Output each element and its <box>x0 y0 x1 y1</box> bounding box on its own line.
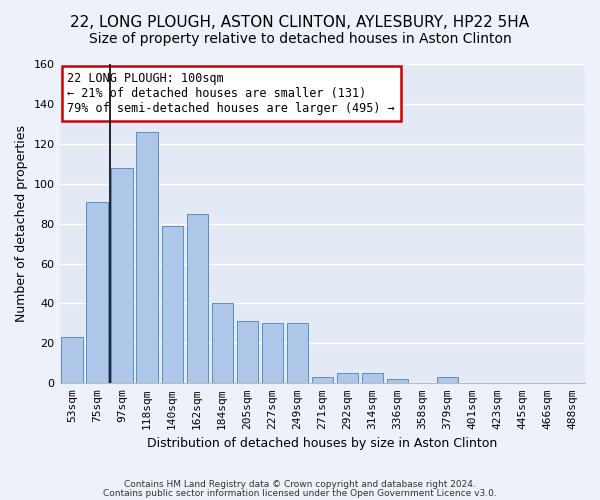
Bar <box>262 324 283 384</box>
X-axis label: Distribution of detached houses by size in Aston Clinton: Distribution of detached houses by size … <box>147 437 497 450</box>
Bar <box>61 338 83 384</box>
Bar <box>387 380 408 384</box>
Bar <box>187 214 208 384</box>
Bar <box>311 378 333 384</box>
Text: Contains public sector information licensed under the Open Government Licence v3: Contains public sector information licen… <box>103 488 497 498</box>
Bar <box>236 322 258 384</box>
Text: 22 LONG PLOUGH: 100sqm
← 21% of detached houses are smaller (131)
79% of semi-de: 22 LONG PLOUGH: 100sqm ← 21% of detached… <box>67 72 395 115</box>
Bar <box>362 374 383 384</box>
Bar <box>287 324 308 384</box>
Text: 22, LONG PLOUGH, ASTON CLINTON, AYLESBURY, HP22 5HA: 22, LONG PLOUGH, ASTON CLINTON, AYLESBUR… <box>70 15 530 30</box>
Y-axis label: Number of detached properties: Number of detached properties <box>15 125 28 322</box>
Bar <box>136 132 158 384</box>
Bar <box>337 374 358 384</box>
Text: Size of property relative to detached houses in Aston Clinton: Size of property relative to detached ho… <box>89 32 511 46</box>
Bar <box>161 226 183 384</box>
Bar <box>112 168 133 384</box>
Bar <box>437 378 458 384</box>
Bar <box>212 304 233 384</box>
Bar <box>86 202 108 384</box>
Text: Contains HM Land Registry data © Crown copyright and database right 2024.: Contains HM Land Registry data © Crown c… <box>124 480 476 489</box>
